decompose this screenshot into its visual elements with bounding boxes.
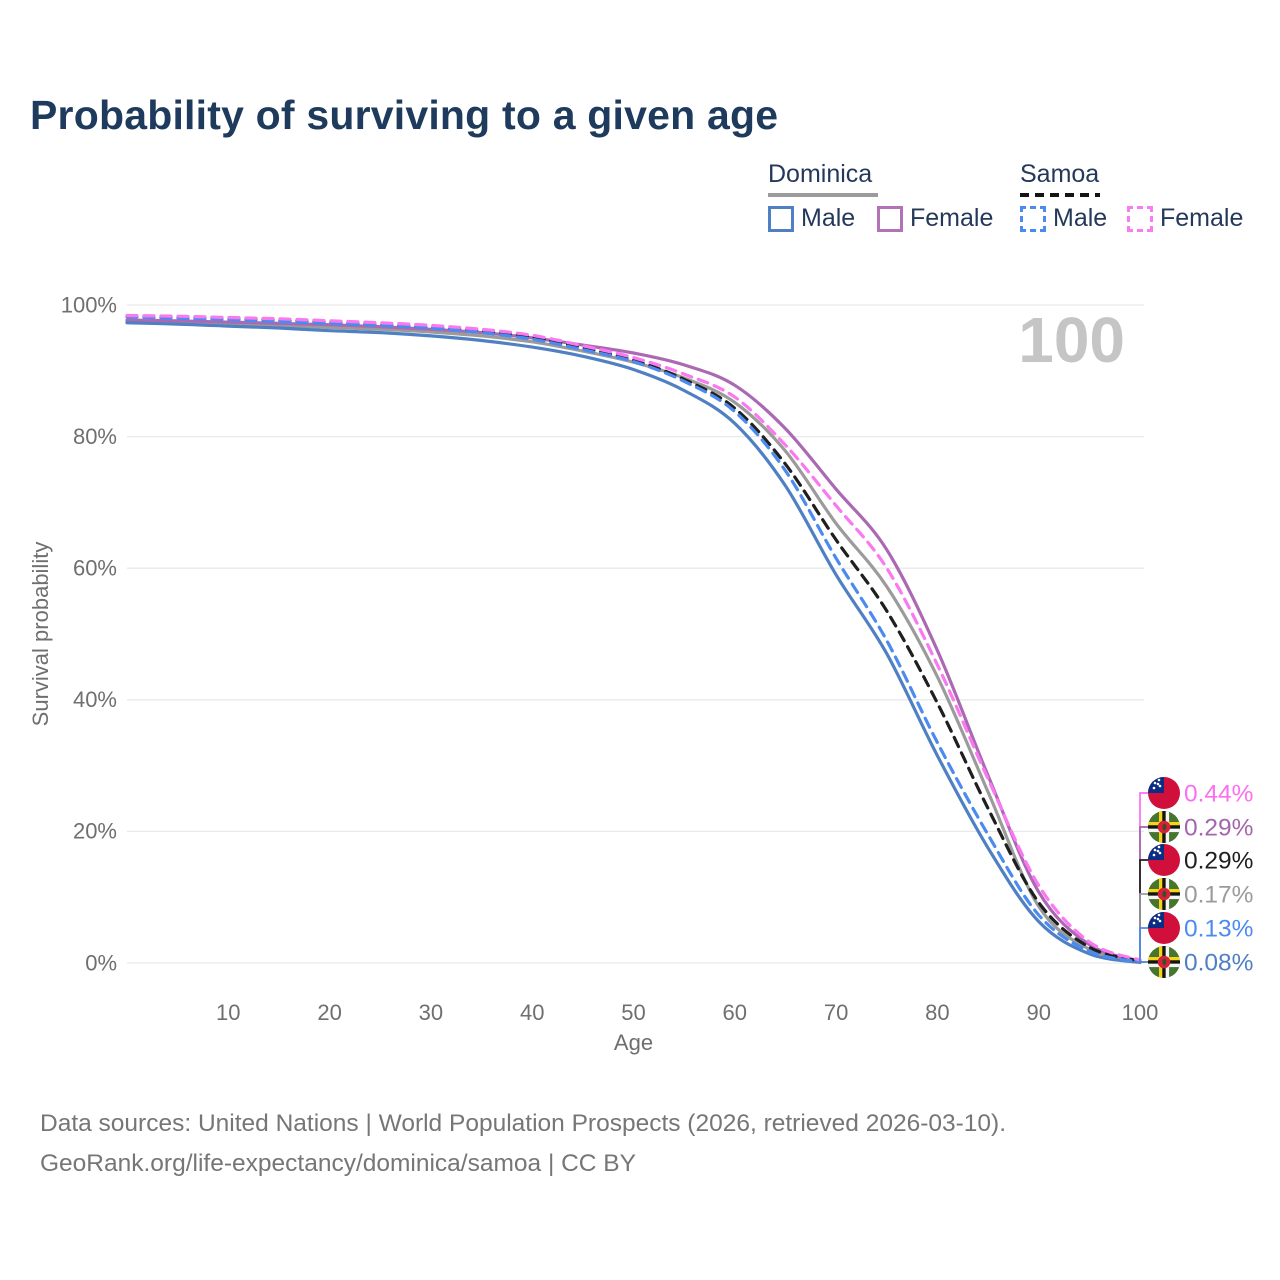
samoa-blue-canton — [1148, 912, 1164, 928]
x-axis-title: Age — [614, 1030, 653, 1055]
samoa-male-swatch-icon — [1020, 205, 1046, 232]
y-tick-label: 60% — [73, 555, 117, 580]
samoa-blue-canton — [1148, 777, 1164, 793]
legend-item-label: Male — [1053, 204, 1108, 232]
x-tick-label: 40 — [520, 1000, 544, 1025]
end-label-value: 0.17% — [1184, 881, 1253, 908]
x-tick-label: 60 — [723, 1000, 747, 1025]
x-tick-label: 20 — [317, 1000, 341, 1025]
series-line-samoa-female — [125, 313, 1142, 962]
flag-art — [1148, 844, 1180, 876]
legend-item-dominica-female[interactable]: Female — [877, 204, 993, 233]
samoa-star — [1158, 919, 1162, 923]
end-label-connector — [1139, 961, 1149, 963]
end-label-connector — [1139, 927, 1149, 963]
end-label-value: 0.29% — [1184, 814, 1253, 841]
x-tick-label: 70 — [824, 1000, 848, 1025]
series-line-samoa — [125, 314, 1142, 963]
flag-art — [1148, 878, 1180, 910]
legend-group-samoa: Samoa — [1020, 160, 1100, 197]
samoa-star — [1157, 913, 1161, 917]
x-tick-label: 50 — [621, 1000, 645, 1025]
series-line-dominica — [125, 319, 1142, 964]
flag-art — [1148, 912, 1180, 944]
samoa-star — [1157, 845, 1161, 849]
end-label-connector — [1139, 792, 1149, 961]
legend-item-label: Female — [1160, 204, 1244, 232]
samoa-star — [1153, 781, 1157, 785]
samoa-line-style-swatch — [1020, 193, 1100, 197]
legend-item-samoa-male[interactable]: Male — [1020, 204, 1107, 233]
flag-art — [1148, 811, 1180, 843]
samoa-blue-canton — [1148, 844, 1164, 860]
series-line-dominica-male — [125, 321, 1142, 965]
flag-icon-dominica — [1148, 878, 1180, 910]
dominica-female-swatch-icon — [877, 205, 903, 232]
legend-item-dominica-male[interactable]: Male — [768, 204, 855, 233]
samoa-star — [1156, 782, 1160, 786]
samoa-star — [1156, 917, 1160, 921]
samoa-star — [1153, 916, 1157, 920]
dominica-parrot — [1162, 823, 1167, 831]
page-title: Probability of surviving to a given age — [30, 92, 779, 138]
samoa-star — [1152, 853, 1156, 857]
samoa-star — [1156, 849, 1160, 853]
y-tick-label: 20% — [73, 819, 117, 844]
flag-icon-dominica — [1148, 811, 1180, 843]
legend-group-dominica: Dominica — [768, 160, 878, 197]
dominica-line-style-swatch — [768, 193, 878, 197]
samoa-star — [1158, 784, 1162, 788]
x-tick-label: 10 — [216, 1000, 240, 1025]
y-tick-label: 100% — [61, 292, 117, 317]
series-line-samoa-male — [125, 315, 1142, 964]
end-label-value: 0.08% — [1184, 949, 1253, 976]
end-label-connector — [1139, 859, 1149, 962]
samoa-female-swatch-icon — [1127, 205, 1153, 232]
legend-group-samoa-label: Samoa — [1020, 160, 1100, 188]
flag-icon-samoa — [1148, 844, 1180, 876]
footer-attribution: GeoRank.org/life-expectancy/dominica/sam… — [40, 1150, 636, 1177]
legend-group-dominica-label: Dominica — [768, 160, 873, 188]
x-tick-label: 90 — [1026, 1000, 1050, 1025]
legend-item-label: Male — [801, 204, 856, 232]
flag-art — [1148, 946, 1180, 978]
samoa-star — [1158, 851, 1162, 855]
flag-icon-samoa — [1148, 777, 1180, 809]
end-label-value: 0.29% — [1184, 847, 1253, 874]
samoa-star — [1157, 778, 1161, 782]
y-tick-label: 80% — [73, 424, 117, 449]
x-tick-label: 100 — [1122, 1000, 1159, 1025]
y-axis-title: Survival probability — [28, 542, 53, 727]
samoa-star — [1153, 848, 1157, 852]
end-label-value: 0.13% — [1184, 915, 1253, 942]
footer: Data sources: United Nations | World Pop… — [40, 1104, 1006, 1184]
samoa-star — [1152, 921, 1156, 925]
samoa-star — [1152, 786, 1156, 790]
flag-icon-dominica — [1148, 946, 1180, 978]
legend-item-samoa-female[interactable]: Female — [1127, 204, 1243, 233]
dominica-male-swatch-icon — [768, 205, 794, 232]
footer-sources: Data sources: United Nations | World Pop… — [40, 1110, 1007, 1137]
dominica-parrot — [1162, 958, 1167, 966]
age-highlight-label: 100 — [1018, 304, 1125, 376]
legend-item-label: Female — [910, 204, 994, 232]
y-tick-label: 0% — [85, 950, 117, 975]
end-label-value: 0.44% — [1184, 780, 1253, 807]
x-tick-label: 30 — [419, 1000, 443, 1025]
series-line-dominica-female — [125, 318, 1142, 963]
dominica-parrot — [1162, 890, 1167, 898]
y-tick-label: 40% — [73, 687, 117, 712]
flag-icon-samoa — [1148, 912, 1180, 944]
flag-art — [1148, 777, 1180, 809]
x-tick-label: 80 — [925, 1000, 949, 1025]
